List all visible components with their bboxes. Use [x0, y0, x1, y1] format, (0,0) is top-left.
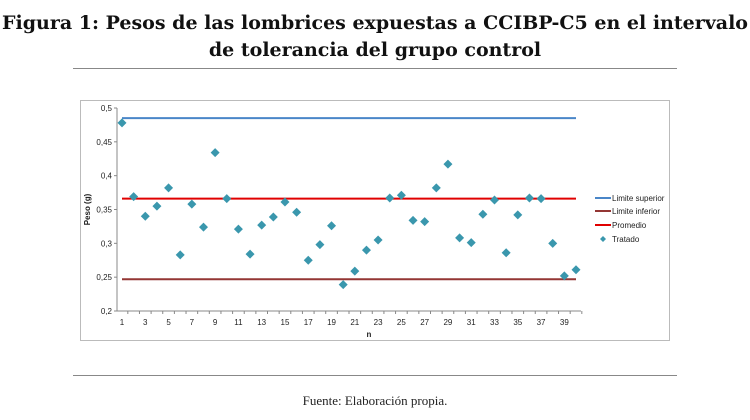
data-point	[222, 194, 232, 204]
data-point	[280, 197, 290, 207]
data-point	[443, 159, 453, 169]
data-point	[361, 245, 371, 255]
legend-label: Limite superior	[612, 194, 665, 203]
x-tick-label: 5	[166, 318, 171, 327]
data-point	[187, 199, 197, 209]
x-tick-label: 27	[420, 318, 429, 327]
data-point	[524, 193, 534, 203]
data-point	[164, 183, 174, 193]
data-point	[548, 238, 558, 248]
source-note: Fuente: Elaboración propia.	[302, 393, 448, 408]
data-point	[327, 221, 337, 231]
data-point	[408, 215, 418, 225]
chart-frame: 0,2 0,25 0,3 0,35 0,4 0,45 0,5 1 3 5 7 9 11 13 15 17 19 2…	[80, 100, 670, 341]
data-point	[466, 238, 476, 248]
data-point	[338, 280, 348, 290]
data-point	[501, 248, 511, 258]
data-point	[513, 210, 523, 220]
data-point	[210, 148, 220, 158]
x-tick-label: 17	[304, 318, 313, 327]
x-tick-label: 15	[281, 318, 290, 327]
figure-title: Figura 1: Pesos de las lombrices expuest…	[0, 10, 750, 64]
x-tick-label: 3	[143, 318, 148, 327]
x-tick-label: 37	[537, 318, 546, 327]
data-point	[117, 118, 127, 128]
data-point	[292, 207, 302, 217]
data-point	[490, 195, 500, 205]
top-rule	[73, 68, 677, 69]
x-tick-label: 23	[374, 318, 383, 327]
x-tick-label: 21	[350, 318, 359, 327]
x-tick-label: 33	[490, 318, 499, 327]
data-point	[245, 249, 255, 259]
x-axis-title: n	[367, 330, 372, 339]
data-point	[350, 266, 360, 276]
x-tick-label: 1	[120, 318, 125, 327]
x-tick-label: 11	[234, 318, 243, 327]
x-tick-label: 35	[513, 318, 522, 327]
data-point	[559, 271, 569, 281]
legend-label: Limite inferior	[612, 207, 660, 216]
data-point	[175, 250, 185, 260]
y-tick-label: 0,2	[101, 307, 113, 316]
data-point	[268, 212, 278, 222]
y-tick-label: 0,4	[101, 172, 113, 181]
x-tick-label: 19	[327, 318, 336, 327]
data-point	[373, 235, 383, 245]
data-point	[140, 211, 150, 221]
legend-marker	[600, 236, 606, 242]
data-point	[420, 217, 430, 227]
data-point	[303, 255, 313, 265]
title-line-1: Figura 1: Pesos de las lombrices expuest…	[2, 12, 748, 34]
data-point	[198, 222, 208, 232]
legend-label: Promedio	[612, 221, 647, 230]
data-point	[129, 192, 139, 202]
x-tick-label: 39	[560, 318, 569, 327]
x-tick-label: 13	[257, 318, 266, 327]
data-point	[257, 220, 267, 230]
x-tick-label: 25	[397, 318, 406, 327]
title-line-2: de tolerancia del grupo control	[208, 39, 542, 61]
legend-label: Tratado	[612, 235, 640, 244]
data-point	[478, 209, 488, 219]
y-tick-label: 0,25	[96, 273, 112, 282]
y-tick-label: 0,5	[101, 104, 113, 113]
data-point	[396, 190, 406, 200]
data-point	[152, 201, 162, 211]
data-point	[385, 193, 395, 203]
scatter-chart: 0,20,250,30,350,40,450,51 3 5 7 9 11 13 15 17 19 2…	[83, 104, 665, 339]
y-axis-title: Peso (g)	[83, 193, 92, 225]
data-point	[536, 194, 546, 204]
data-point	[233, 224, 243, 234]
data-point	[571, 265, 581, 275]
data-point	[431, 183, 441, 193]
x-tick-label: 7	[190, 318, 195, 327]
bottom-rule	[73, 375, 677, 376]
x-tick-label: 29	[443, 318, 452, 327]
y-tick-label: 0,35	[96, 206, 112, 215]
x-tick-label: 31	[467, 318, 476, 327]
x-tick-label: 9	[213, 318, 218, 327]
y-tick-label: 0,45	[96, 138, 112, 147]
data-point	[315, 240, 325, 250]
y-tick-label: 0,3	[101, 239, 113, 248]
data-point	[455, 233, 465, 243]
